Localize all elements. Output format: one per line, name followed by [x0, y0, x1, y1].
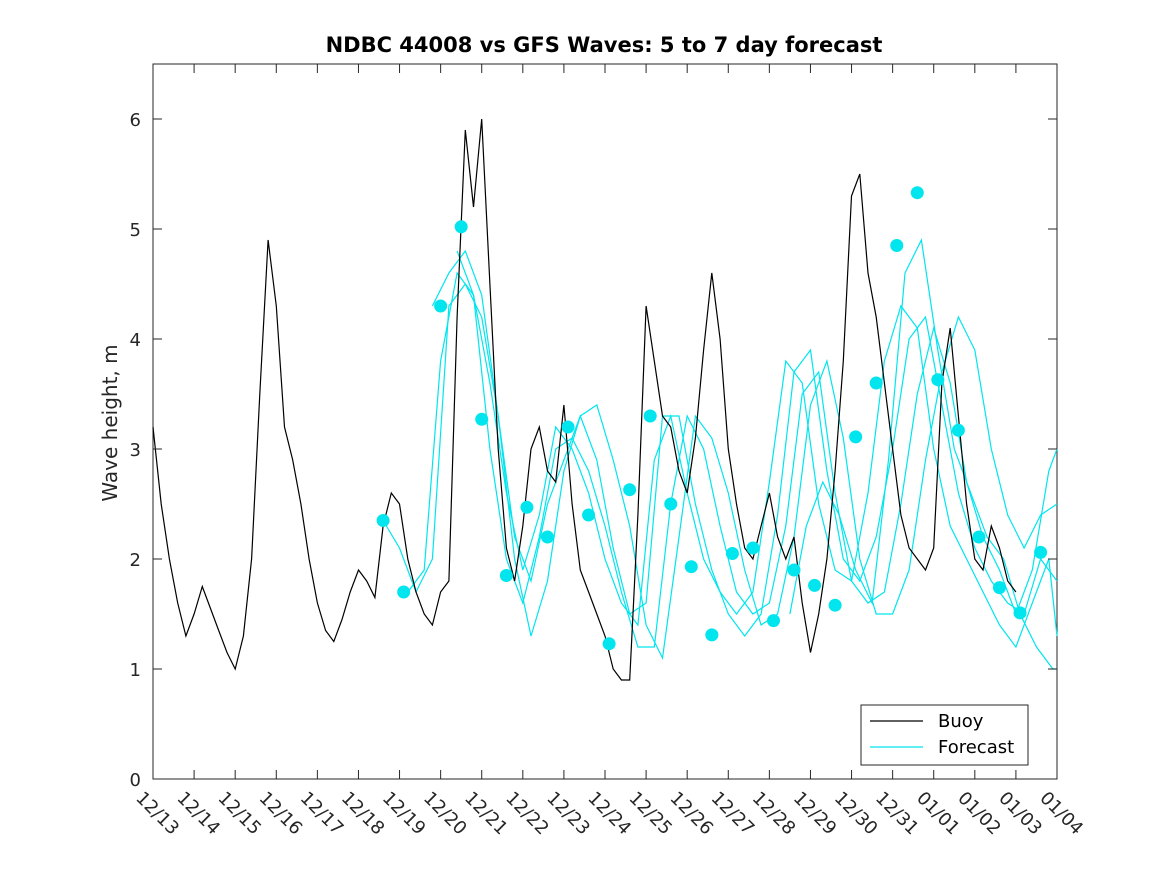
forecast-marker: [434, 299, 448, 313]
legend-box: [860, 704, 1029, 766]
forecast-marker: [951, 423, 965, 437]
buoy-line: [152, 118, 1017, 681]
forecast-line: [789, 238, 1057, 670]
forecast-marker: [684, 560, 698, 574]
forecast-marker: [910, 186, 924, 200]
y-tick-label: 6: [130, 110, 141, 131]
forecast-marker: [725, 547, 739, 560]
forecast-marker: [643, 409, 657, 423]
y-tick-label: 5: [130, 220, 141, 241]
y-tick-label: 0: [130, 770, 141, 791]
forecast-marker: [475, 412, 489, 426]
forecast-marker: [561, 420, 575, 434]
forecast-marker: [1034, 545, 1048, 559]
forecast-marker: [849, 430, 863, 444]
legend: Buoy Forecast: [860, 704, 1029, 766]
forecast-marker: [828, 598, 842, 612]
forecast-marker: [787, 563, 801, 577]
forecast-marker: [1013, 606, 1027, 620]
forecast-marker: [397, 585, 411, 599]
forecast-marker: [454, 220, 468, 234]
y-axis-label: Wave height, m: [98, 344, 122, 501]
forecast-marker: [540, 530, 554, 544]
forecast-marker: [582, 508, 596, 522]
forecast-line: [407, 271, 1058, 648]
y-tick-label: 2: [130, 550, 141, 571]
forecast-marker: [931, 373, 945, 387]
forecast-marker: [766, 614, 780, 628]
chart-title: NDBC 44008 vs GFS Waves: 5 to 7 day fore…: [326, 33, 883, 57]
forecast-marker: [520, 500, 534, 514]
y-tick-label: 3: [130, 440, 141, 461]
forecast-marker: [992, 581, 1006, 595]
legend-label: Forecast: [938, 737, 1014, 758]
forecast-marker: [602, 637, 616, 651]
forecast-marker: [664, 497, 678, 511]
forecast-marker: [623, 483, 637, 497]
legend-label: Buoy: [938, 711, 984, 732]
forecast-marker: [890, 239, 904, 252]
forecast-marker: [376, 514, 390, 527]
forecast-marker: [705, 628, 719, 642]
forecast-marker: [499, 569, 513, 582]
y-tick-label: 4: [130, 330, 141, 351]
forecast-markers: [376, 186, 1048, 651]
buoy-line-group: [152, 118, 1017, 681]
forecast-line: [456, 250, 1058, 649]
forecast-line: [431, 249, 1058, 638]
forecast-marker: [972, 530, 986, 544]
forecast-marker: [746, 541, 760, 555]
y-tick-label: 1: [130, 660, 141, 681]
forecast-marker: [869, 376, 883, 390]
forecast-marker: [808, 578, 822, 592]
